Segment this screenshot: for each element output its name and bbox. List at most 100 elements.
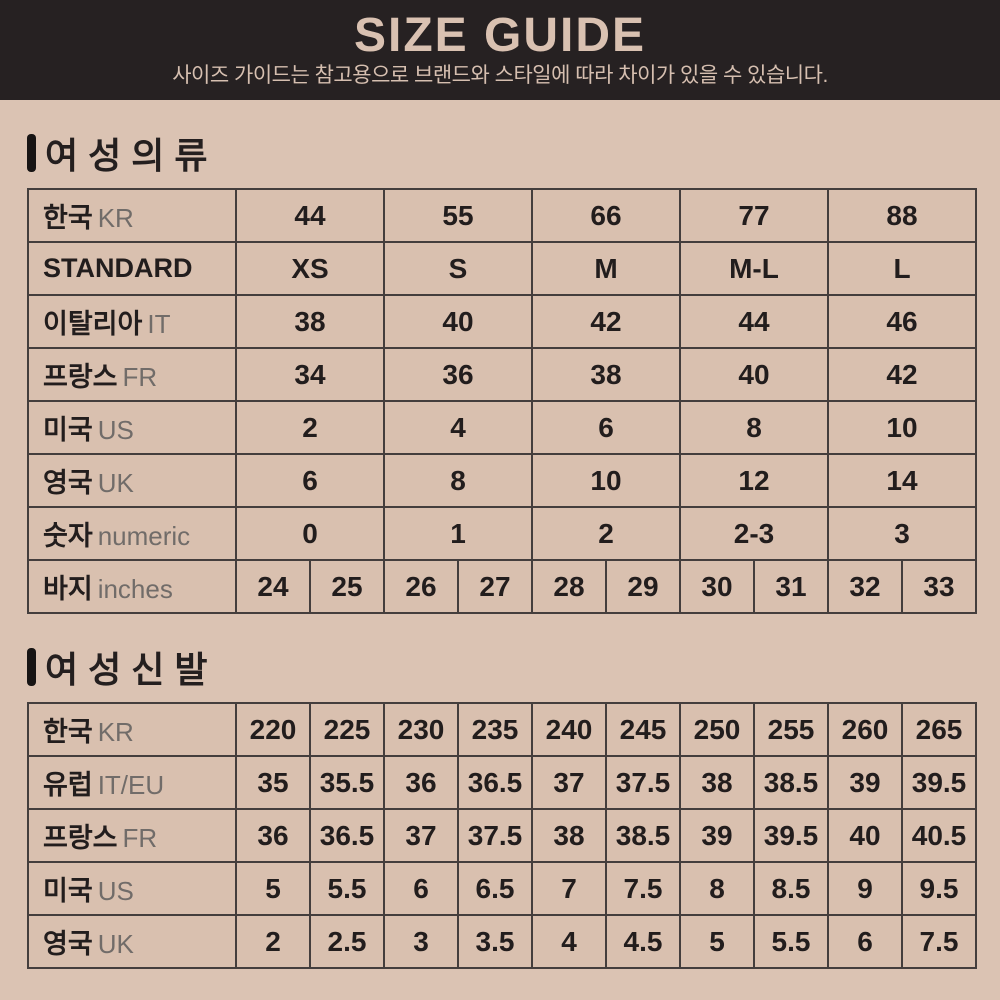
page-title: SIZE GUIDE bbox=[353, 8, 647, 62]
size-cell: 33 bbox=[901, 559, 977, 614]
clothing-size-table: 한국 KR 44 55 66 77 88 STANDARD XS S M M-L … bbox=[27, 188, 977, 614]
size-cell: 0 bbox=[235, 506, 385, 561]
row-label: 이탈리아 IT bbox=[27, 294, 237, 349]
row-label: 프랑스 FR bbox=[27, 347, 237, 402]
size-cell: 3.5 bbox=[457, 914, 533, 969]
size-cell: 245 bbox=[605, 702, 681, 757]
size-cell: 9 bbox=[827, 861, 903, 916]
size-cell: 265 bbox=[901, 702, 977, 757]
size-cell: 225 bbox=[309, 702, 385, 757]
row-label: 바지 inches bbox=[27, 559, 237, 614]
size-cell: 230 bbox=[383, 702, 459, 757]
size-cell: 14 bbox=[827, 453, 977, 508]
size-cell: 36.5 bbox=[309, 808, 385, 863]
size-cell: 44 bbox=[679, 294, 829, 349]
size-cell: 1 bbox=[383, 506, 533, 561]
size-cell: 39 bbox=[679, 808, 755, 863]
size-cell: 255 bbox=[753, 702, 829, 757]
size-cell: 36.5 bbox=[457, 755, 533, 810]
size-cell: 9.5 bbox=[901, 861, 977, 916]
size-cell: 4.5 bbox=[605, 914, 681, 969]
size-cell: 38.5 bbox=[605, 808, 681, 863]
size-guide-content: 여성의류 한국 KR 44 55 66 77 88 STANDARD XS S M… bbox=[0, 127, 1000, 969]
table-row: 유럽 IT/EU 35 35.5 36 36.5 37 37.5 38 38.5 … bbox=[27, 755, 977, 810]
size-cell: 30 bbox=[679, 559, 755, 614]
size-cell: XS bbox=[235, 241, 385, 296]
shoe-size-table: 한국 KR 220 225 230 235 240 245 250 255 260… bbox=[27, 702, 977, 969]
size-cell: 39.5 bbox=[901, 755, 977, 810]
size-cell: 35.5 bbox=[309, 755, 385, 810]
size-cell: 4 bbox=[383, 400, 533, 455]
size-cell: 37.5 bbox=[457, 808, 533, 863]
section-title-womens-clothing: 여성의류 bbox=[27, 127, 975, 179]
size-cell: 44 bbox=[235, 188, 385, 243]
title-bar-accent bbox=[27, 648, 36, 686]
size-cell: 29 bbox=[605, 559, 681, 614]
size-cell: 39 bbox=[827, 755, 903, 810]
size-cell: 38 bbox=[679, 755, 755, 810]
size-cell: 38.5 bbox=[753, 755, 829, 810]
size-cell: 8 bbox=[679, 400, 829, 455]
table-row: STANDARD XS S M M-L L bbox=[27, 241, 977, 296]
size-cell: 55 bbox=[383, 188, 533, 243]
size-cell: 2 bbox=[531, 506, 681, 561]
size-cell: 35 bbox=[235, 755, 311, 810]
size-cell: 5.5 bbox=[753, 914, 829, 969]
size-cell: 2.5 bbox=[309, 914, 385, 969]
size-cell: 10 bbox=[827, 400, 977, 455]
size-cell: 6.5 bbox=[457, 861, 533, 916]
size-cell: 25 bbox=[309, 559, 385, 614]
size-cell: 37 bbox=[531, 755, 607, 810]
section-title-text: 여성의류 bbox=[45, 135, 218, 176]
table-row: 미국 US 2 4 6 8 10 bbox=[27, 400, 977, 455]
table-row: 한국 KR 220 225 230 235 240 245 250 255 260… bbox=[27, 702, 977, 757]
size-cell: 2 bbox=[235, 400, 385, 455]
size-cell: 250 bbox=[679, 702, 755, 757]
table-row: 영국 UK 2 2.5 3 3.5 4 4.5 5 5.5 6 7.5 bbox=[27, 914, 977, 969]
size-cell: 3 bbox=[383, 914, 459, 969]
size-cell: 36 bbox=[235, 808, 311, 863]
row-label: 프랑스 FR bbox=[27, 808, 237, 863]
size-cell: 240 bbox=[531, 702, 607, 757]
size-cell: 7 bbox=[531, 861, 607, 916]
row-label: 미국 US bbox=[27, 861, 237, 916]
size-cell: 40 bbox=[383, 294, 533, 349]
table-row: 미국 US 5 5.5 6 6.5 7 7.5 8 8.5 9 9.5 bbox=[27, 861, 977, 916]
row-label: 한국 KR bbox=[27, 702, 237, 757]
row-label: 영국 UK bbox=[27, 914, 237, 969]
table-row: 숫자 numeric 0 1 2 2-3 3 bbox=[27, 506, 977, 561]
title-bar-accent bbox=[27, 134, 36, 172]
size-cell: 3 bbox=[827, 506, 977, 561]
size-cell: 235 bbox=[457, 702, 533, 757]
table-row: 프랑스 FR 34 36 38 40 42 bbox=[27, 347, 977, 402]
size-cell: 34 bbox=[235, 347, 385, 402]
size-cell: 5.5 bbox=[309, 861, 385, 916]
section-title-text: 여성신발 bbox=[45, 649, 218, 690]
size-cell: 37.5 bbox=[605, 755, 681, 810]
size-cell: 32 bbox=[827, 559, 903, 614]
size-cell: 37 bbox=[383, 808, 459, 863]
row-label: 영국 UK bbox=[27, 453, 237, 508]
size-cell: 7.5 bbox=[901, 914, 977, 969]
size-cell: 4 bbox=[531, 914, 607, 969]
size-cell: 2 bbox=[235, 914, 311, 969]
section-title-womens-shoes: 여성신발 bbox=[27, 641, 975, 693]
size-cell: 5 bbox=[235, 861, 311, 916]
table-row: 이탈리아 IT 38 40 42 44 46 bbox=[27, 294, 977, 349]
size-cell: 66 bbox=[531, 188, 681, 243]
size-cell: 260 bbox=[827, 702, 903, 757]
table-row: 한국 KR 44 55 66 77 88 bbox=[27, 188, 977, 243]
table-row: 프랑스 FR 36 36.5 37 37.5 38 38.5 39 39.5 40… bbox=[27, 808, 977, 863]
size-cell: 12 bbox=[679, 453, 829, 508]
table-row: 영국 UK 6 8 10 12 14 bbox=[27, 453, 977, 508]
size-cell: 40.5 bbox=[901, 808, 977, 863]
page-header: SIZE GUIDE 사이즈 가이드는 참고용으로 브랜드와 스타일에 따라 차… bbox=[0, 0, 1000, 100]
size-cell: 220 bbox=[235, 702, 311, 757]
size-cell: L bbox=[827, 241, 977, 296]
size-cell: 38 bbox=[531, 808, 607, 863]
row-label: 한국 KR bbox=[27, 188, 237, 243]
size-cell: 8 bbox=[383, 453, 533, 508]
size-cell: 26 bbox=[383, 559, 459, 614]
size-cell: 77 bbox=[679, 188, 829, 243]
size-cell: 6 bbox=[235, 453, 385, 508]
